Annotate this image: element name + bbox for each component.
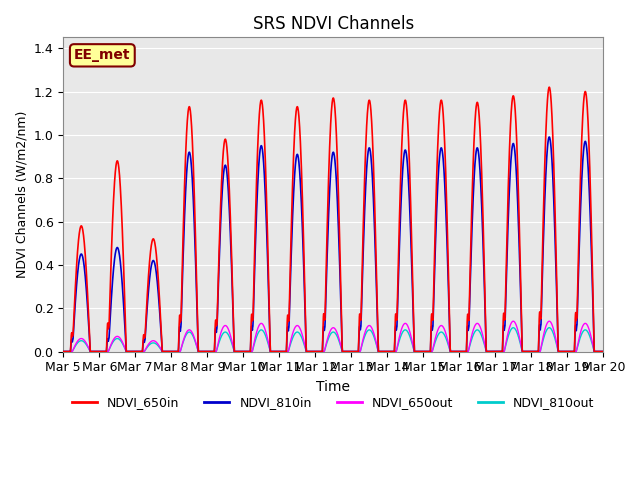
NDVI_650in (60, 348, 67, 354)
NDVI_650out (545, 318, 553, 324)
NDVI_650out (360, 332, 368, 337)
Title: SRS NDVI Channels: SRS NDVI Channels (253, 15, 414, 33)
NDVI_810out (490, 348, 498, 354)
Line: NDVI_810in: NDVI_810in (63, 137, 604, 351)
X-axis label: Time: Time (316, 380, 350, 394)
Y-axis label: NDVI Channels (W/m2/nm): NDVI Channels (W/m2/nm) (15, 111, 28, 278)
NDVI_650in (490, 348, 498, 354)
NDVI_810out (349, 348, 356, 354)
NDVI_650in (567, 348, 575, 354)
NDVI_810out (600, 348, 607, 354)
NDVI_810out (360, 335, 368, 340)
NDVI_810out (60, 348, 67, 354)
NDVI_810in (545, 134, 553, 140)
NDVI_650in (360, 182, 368, 188)
NDVI_810in (349, 348, 356, 354)
NDVI_810in (210, 348, 218, 354)
NDVI_650out (349, 348, 356, 354)
NDVI_650in (349, 348, 356, 354)
NDVI_810out (545, 325, 553, 331)
NDVI_810out (567, 348, 575, 354)
NDVI_650in (552, 236, 559, 242)
NDVI_810in (360, 214, 368, 220)
NDVI_650out (490, 348, 498, 354)
NDVI_810in (567, 348, 575, 354)
NDVI_650in (210, 348, 218, 354)
NDVI_810in (490, 348, 498, 354)
Legend: NDVI_650in, NDVI_810in, NDVI_650out, NDVI_810out: NDVI_650in, NDVI_810in, NDVI_650out, NDV… (67, 391, 600, 414)
NDVI_650out (210, 348, 218, 354)
NDVI_810out (552, 338, 559, 344)
NDVI_650in (600, 348, 607, 354)
NDVI_810in (60, 348, 67, 354)
Line: NDVI_650out: NDVI_650out (63, 321, 604, 351)
Line: NDVI_810out: NDVI_810out (63, 328, 604, 351)
NDVI_810in (600, 348, 607, 354)
Text: EE_met: EE_met (74, 48, 131, 62)
NDVI_650out (552, 336, 559, 341)
NDVI_810out (210, 348, 218, 354)
NDVI_650out (600, 348, 607, 354)
NDVI_650out (60, 348, 67, 354)
Line: NDVI_650in: NDVI_650in (63, 87, 604, 351)
NDVI_810in (552, 257, 559, 263)
NDVI_650out (567, 348, 575, 354)
NDVI_650in (545, 84, 553, 90)
